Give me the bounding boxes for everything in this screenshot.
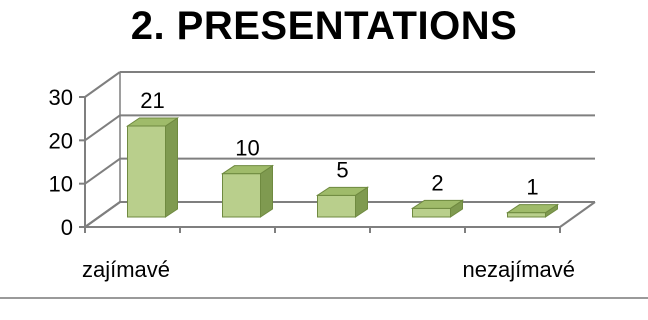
- bar-layer: [125, 117, 560, 218]
- data-label: 21: [140, 88, 164, 113]
- floor-right-edge: [559, 201, 596, 228]
- grid-layer: [84, 71, 596, 228]
- bottom-rule: [0, 297, 648, 299]
- y-tick-label: 0: [61, 215, 73, 240]
- y-tick-label: 20: [49, 128, 73, 153]
- gridline-diagonal: [84, 201, 121, 228]
- gridline-diagonal: [84, 157, 121, 185]
- bar-front-face: [222, 173, 261, 218]
- bar-front-face: [317, 194, 356, 218]
- axis-layer: [79, 96, 561, 233]
- chart-title: 2. PRESENTATIONS: [130, 4, 518, 48]
- gridline-diagonal: [84, 71, 121, 98]
- bar: [315, 186, 370, 218]
- gridline-diagonal: [84, 114, 121, 142]
- bar-top-face: [410, 199, 465, 209]
- data-label: 2: [431, 170, 443, 195]
- bar: [505, 203, 560, 218]
- bar-front-face: [507, 212, 546, 218]
- x-category-label: zajímavé: [82, 257, 170, 282]
- data-label: 1: [526, 175, 538, 200]
- bar-side-face: [260, 164, 273, 218]
- y-tick-label: 30: [49, 85, 73, 110]
- bar-top-face: [315, 186, 370, 196]
- bar: [410, 199, 465, 218]
- x-category-label: nezajímavé: [462, 257, 575, 282]
- bar-top-face: [505, 204, 560, 214]
- bar-front-face: [127, 125, 166, 218]
- bar: [125, 117, 180, 218]
- data-label: 10: [235, 136, 259, 161]
- bar-top-face: [125, 117, 180, 127]
- y-tick-label: 10: [49, 172, 73, 197]
- bar: [220, 164, 275, 218]
- data-label: 5: [336, 157, 348, 182]
- bar-side-face: [165, 117, 178, 218]
- bar-top-face: [220, 165, 275, 175]
- bar-front-face: [412, 207, 451, 218]
